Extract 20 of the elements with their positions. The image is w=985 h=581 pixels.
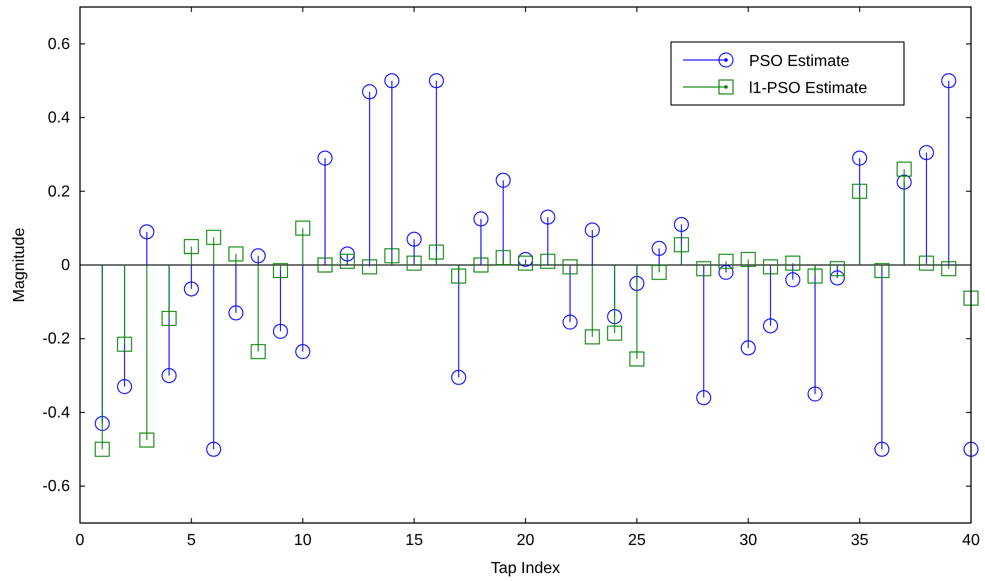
legend-label: l1-PSO Estimate (749, 80, 868, 97)
y-tick-label: 0.2 (48, 183, 70, 200)
x-tick-label: 25 (628, 532, 646, 549)
x-tick-label: 5 (186, 532, 196, 549)
legend-label: PSO Estimate (749, 53, 850, 70)
x-tick-label: 20 (516, 532, 534, 549)
x-tick-label: 35 (850, 532, 869, 549)
x-axis-title: Tap Index (490, 560, 560, 577)
x-tick-label: 10 (294, 532, 312, 549)
y-tick-label: -0.6 (42, 478, 70, 496)
x-tick-label: 30 (739, 532, 758, 549)
x-tick-label: 0 (76, 532, 85, 549)
y-tick-label: 0.4 (48, 110, 70, 127)
y-tick-label: 0.6 (48, 36, 70, 53)
x-tick-label: 40 (962, 532, 980, 549)
x-tick-label: 15 (405, 532, 424, 549)
y-tick-label: 0 (61, 257, 70, 274)
y-tick-label: -0.4 (42, 404, 70, 422)
y-axis-title: Magnitude (11, 228, 28, 302)
y-tick-label: -0.2 (42, 330, 70, 348)
